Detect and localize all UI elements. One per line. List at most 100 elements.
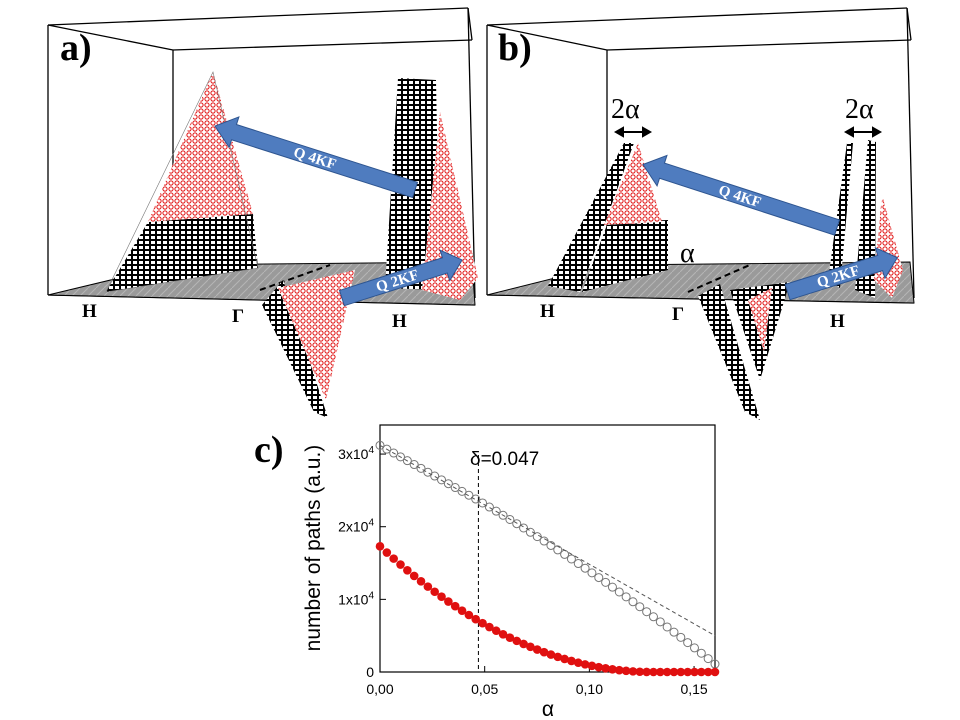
right-triangle-red-a — [422, 112, 478, 300]
open-circle-point — [382, 444, 392, 454]
filled-circle-point — [697, 667, 706, 677]
open-circle-point — [614, 587, 624, 597]
open-circle-point — [491, 506, 501, 516]
box-frame-a — [47, 7, 476, 306]
filled-circle-point — [656, 667, 665, 677]
y-tick-label: 0 — [366, 664, 374, 680]
arrow-4kf-label-a: Q 4KF — [291, 145, 338, 174]
panel-a: Q 4KF Q 2KF a) H Γ H — [47, 7, 478, 418]
plot-frame — [379, 424, 716, 673]
arrow-4kf-label-b: Q 4KF — [716, 183, 763, 212]
open-circle-point — [628, 597, 638, 607]
panel-c-label: c) — [254, 429, 284, 471]
filled-circle-point — [512, 636, 522, 646]
chart-ticks: 0,00 0,05 0,10 0,15 0 1x104 2x104 3x104 — [338, 445, 708, 697]
bottom-triangle-bw-b — [698, 284, 760, 420]
open-circle-point — [389, 448, 399, 458]
open-circle-point — [580, 563, 590, 573]
open-circle-point — [703, 654, 713, 664]
open-circle-point — [696, 648, 706, 658]
filled-circle-point — [409, 571, 419, 581]
bottom-triangle-red-b — [748, 288, 772, 352]
gamma-label-a: Γ — [232, 306, 244, 327]
left-triangle-outline-a — [105, 71, 259, 293]
open-circle-point — [484, 502, 494, 512]
x-tick-label: 0,10 — [576, 681, 603, 697]
open-circle-point — [505, 514, 515, 524]
left-triangle-bw-a — [106, 214, 258, 292]
left-triangle-red-a — [148, 72, 253, 222]
open-circle-point — [512, 519, 522, 529]
y-tick-label: 3x104 — [338, 445, 374, 462]
filled-circle-point — [526, 642, 535, 652]
open-circle-point — [642, 607, 652, 617]
panel-a-label: a) — [60, 27, 92, 69]
filled-circle-point — [553, 652, 563, 662]
two-alpha-right-indicator — [843, 126, 883, 138]
filled-circle-point — [635, 667, 645, 677]
filled-circle-point — [505, 633, 515, 642]
filled-circle-point — [532, 645, 542, 654]
h-left-label-a: H — [82, 301, 97, 322]
open-circle-point — [416, 463, 426, 473]
filled-circle-point — [614, 665, 624, 675]
alpha-label-b: α — [680, 238, 695, 269]
filled-circle-point — [478, 618, 487, 628]
left-triangle-outer-b — [548, 143, 634, 292]
open-circle-point — [443, 479, 453, 489]
filled-circle-point — [560, 654, 569, 664]
open-circle-point — [498, 510, 508, 520]
open-circle-point — [683, 638, 693, 648]
open-circle-point — [375, 440, 385, 450]
left-triangle-red-b — [604, 143, 662, 225]
filled-circle-point — [573, 658, 583, 668]
open-circle-point — [566, 554, 576, 564]
open-circle-point — [471, 494, 481, 504]
y-axis-label: number of paths (a.u.) — [302, 445, 325, 652]
floor-dashes-b — [687, 263, 753, 293]
open-circle-point — [437, 475, 447, 485]
x-tick-label: 0,05 — [471, 681, 498, 697]
x-tick-label: 0,15 — [680, 681, 707, 697]
open-circle-point — [423, 467, 433, 477]
filled-circle-point — [662, 667, 672, 677]
panel-c: c) 0,00 0,05 0,10 0,15 0 1x104 2x104 3x104 δ=0.… — [254, 424, 720, 720]
open-circle-point — [430, 471, 440, 481]
x-axis-label: α — [542, 698, 554, 720]
y-tick-label: 2x104 — [338, 518, 374, 535]
open-circle-point — [635, 602, 645, 612]
bottom-triangle-bw-a — [262, 280, 328, 418]
panel-b: 2α 2α α Q 4KF Q 2KF b) H Γ H — [486, 7, 915, 420]
two-alpha-left-label: 2α — [611, 94, 640, 125]
floor-dashes-a — [259, 264, 331, 291]
panel-b-label: b) — [498, 27, 532, 69]
open-circle-point — [457, 486, 467, 496]
filled-circle-point — [676, 667, 686, 677]
filled-circle-point — [519, 639, 528, 649]
filled-circle-point — [457, 606, 467, 615]
filled-circle-point — [642, 667, 651, 677]
filled-circle-point — [649, 667, 658, 677]
open-circle-point — [689, 643, 699, 653]
open-circle-point — [450, 483, 460, 493]
open-circle-point — [573, 559, 583, 569]
arrow-4kf-b: Q 4KF — [642, 154, 841, 236]
filled-circle-point — [389, 554, 398, 563]
filled-circle-point — [608, 665, 617, 674]
series-dashed-line — [379, 444, 716, 637]
filled-circle-point — [485, 622, 494, 632]
filled-circle-point — [690, 667, 699, 677]
filled-circle-point — [403, 566, 412, 575]
two-alpha-left-indicator — [613, 126, 653, 138]
filled-circle-point — [423, 582, 433, 591]
open-circle-point — [621, 592, 631, 602]
open-circle-point — [607, 582, 617, 592]
open-circle-point — [478, 498, 488, 508]
filled-circle-point — [396, 560, 405, 569]
two-alpha-right-label: 2α — [845, 94, 874, 125]
filled-circle-point — [594, 662, 604, 672]
bottom-triangle-red-a — [278, 270, 355, 400]
open-circle-point — [669, 627, 679, 637]
left-triangle-bw-b — [582, 220, 668, 292]
